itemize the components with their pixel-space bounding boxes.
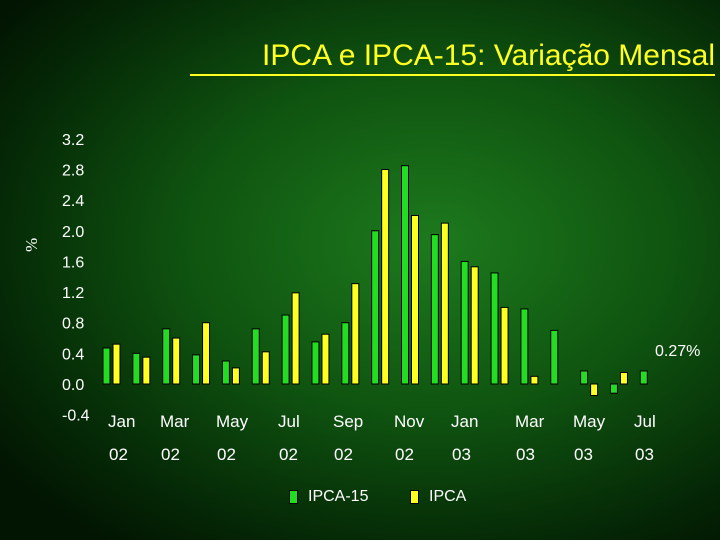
bar-ipca15-7: [311, 341, 320, 385]
x-tick-label-year: 03: [516, 445, 535, 464]
legend-ipca15-label: IPCA-15: [308, 488, 369, 505]
bar-ipca-5: [261, 351, 270, 385]
legend-ipca: IPCA: [410, 488, 466, 506]
bar-ipca-9: [381, 169, 390, 385]
x-tick-label-month: Mar: [515, 412, 545, 431]
bar-ipca-3: [202, 322, 211, 385]
bar-ipca-16: [590, 383, 599, 396]
bar-ipca-14: [530, 375, 539, 385]
bar-ipca-11: [440, 222, 449, 385]
y-tick-label: 0.0: [62, 377, 84, 394]
bar-ipca15-17: [609, 383, 618, 394]
bar-ipca15-8: [341, 322, 350, 385]
y-tick-label: -0.4: [62, 408, 90, 425]
latest-value-annotation: 0.27%: [655, 343, 700, 360]
legend-ipca-swatch: [410, 490, 419, 504]
legend-ipca15-swatch: [289, 490, 298, 504]
legend-ipca-label: IPCA: [429, 488, 467, 505]
bar-ipca15-4: [221, 360, 230, 385]
bar-ipca-8: [351, 283, 360, 385]
bar-ipca-1: [142, 356, 151, 385]
y-tick-label: 0.8: [62, 316, 84, 333]
x-tick-label-month: Jul: [278, 412, 300, 431]
bar-ipca15-11: [430, 234, 439, 385]
bar-ipca15-15: [550, 329, 559, 385]
bar-ipca15-6: [281, 314, 290, 385]
bar-ipca15-12: [460, 260, 469, 385]
bar-ipca15-2: [162, 328, 171, 385]
bar-ipca-6: [291, 292, 300, 385]
y-tick-label: 1.6: [62, 254, 84, 271]
y-tick-label: 2.4: [62, 193, 84, 210]
x-tick-label-year: 02: [217, 445, 236, 464]
x-tick-label-year: 03: [452, 445, 471, 464]
bar-ipca-17: [619, 372, 628, 385]
x-tick-label-year: 03: [574, 445, 593, 464]
x-tick-label-month: Mar: [160, 412, 190, 431]
bar-ipca-13: [500, 306, 509, 385]
bar-ipca15-0: [102, 347, 111, 385]
x-tick-label-month: May: [216, 412, 249, 431]
bar-ipca15-14: [520, 308, 529, 385]
y-tick-label: 2.0: [62, 224, 84, 241]
legend-ipca15: IPCA-15: [289, 488, 368, 506]
bar-ipca-7: [321, 333, 330, 385]
x-tick-label-year: 02: [279, 445, 298, 464]
bar-ipca-0: [112, 343, 121, 385]
x-tick-label-year: 02: [334, 445, 353, 464]
x-tick-label-month: Sep: [333, 412, 363, 431]
bar-ipca-10: [411, 214, 419, 385]
bar-ipca15-3: [192, 354, 201, 385]
y-tick-label: 1.2: [62, 285, 84, 302]
bar-ipca15-1: [132, 352, 141, 385]
bar-ipca15-16: [580, 370, 589, 385]
chart-title: IPCA e IPCA-15: Variação Mensal: [190, 38, 715, 76]
bar-ipca-12: [470, 266, 479, 385]
x-tick-label-year: 03: [635, 445, 654, 464]
y-tick-label: 0.4: [62, 346, 84, 363]
x-tick-label-month: May: [573, 412, 606, 431]
bar-ipca-4: [231, 367, 240, 385]
bar-ipca15-18: [639, 370, 648, 385]
bar-ipca15-10: [401, 165, 409, 385]
x-tick-label-year: 02: [161, 445, 180, 464]
bar-ipca15-13: [490, 272, 499, 385]
x-tick-label-year: 02: [395, 445, 414, 464]
y-tick-label: 3.2: [62, 132, 84, 149]
x-tick-label-year: 02: [109, 445, 128, 464]
x-tick-label-month: Nov: [394, 412, 425, 431]
bar-ipca-2: [172, 337, 181, 385]
bar-ipca15-9: [371, 230, 380, 385]
x-tick-label-month: Jul: [634, 412, 656, 431]
bar-ipca15-5: [251, 328, 260, 385]
x-tick-label-month: Jan: [451, 412, 478, 431]
y-tick-label: 2.8: [62, 163, 84, 180]
x-tick-label-month: Jan: [108, 412, 135, 431]
